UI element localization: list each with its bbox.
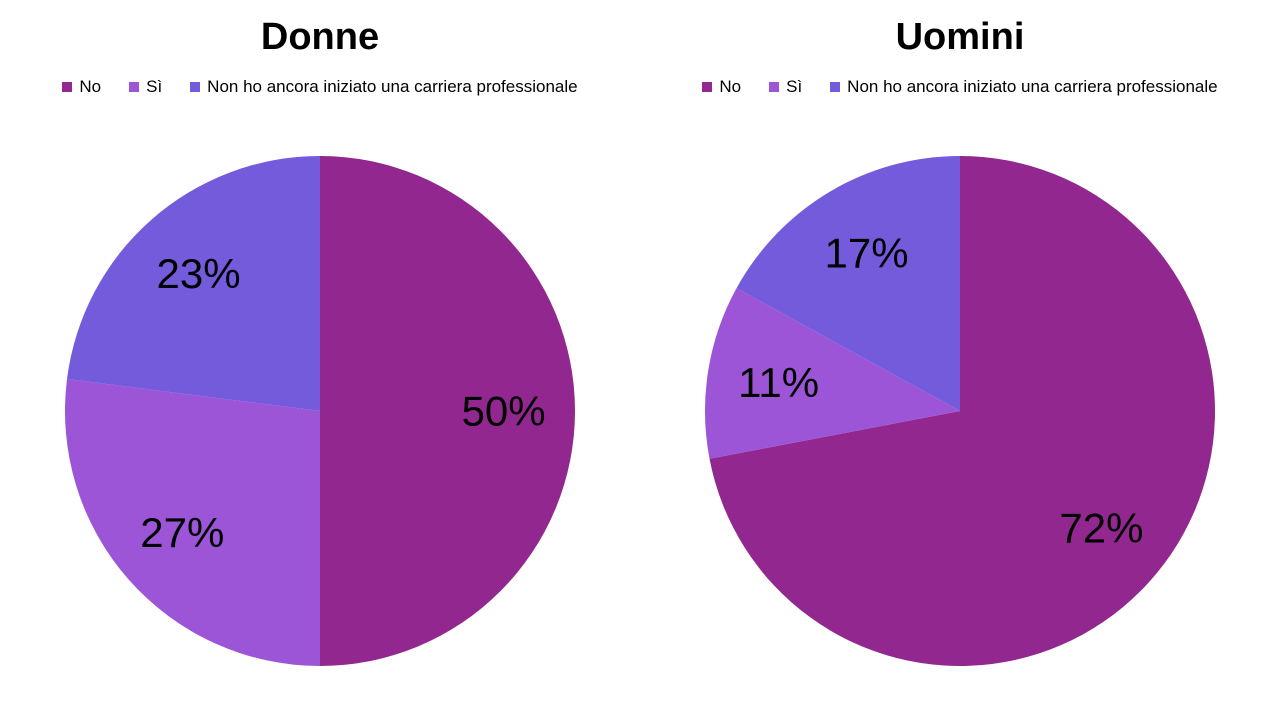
legend-label: Sì xyxy=(786,77,803,96)
chart-legend: No Sì Non ho ancora iniziato una carrier… xyxy=(0,77,640,97)
legend-item-non-ancora: Non ho ancora iniziato una carriera prof… xyxy=(830,77,1218,97)
data-label-non-ancora: 17% xyxy=(825,229,909,276)
pie-chart-uomini: 72% 11% 17% xyxy=(705,156,1215,667)
chart-title: Uomini xyxy=(895,16,1025,58)
pie-slice-non-ancora xyxy=(736,156,960,411)
legend-swatch xyxy=(62,82,73,92)
legend-label: No xyxy=(79,77,102,96)
pie-slice-no xyxy=(709,156,1215,667)
legend-label: Sì xyxy=(146,77,163,96)
legend-swatch xyxy=(190,82,201,92)
data-label-non-ancora: 23% xyxy=(157,250,241,297)
data-label-no: 50% xyxy=(462,388,546,435)
chart-title: Donne xyxy=(260,16,380,58)
legend-swatch xyxy=(769,82,780,92)
chart-donne: Donne No Sì Non ho ancora iniziato una c… xyxy=(0,16,640,666)
legend-item-no: No xyxy=(702,77,741,97)
legend-label: Non ho ancora iniziato una carriera prof… xyxy=(207,77,578,96)
legend-item-si: Sì xyxy=(769,77,802,97)
legend-swatch xyxy=(129,82,140,92)
legend-label: Non ho ancora iniziato una carriera prof… xyxy=(847,77,1218,96)
chart-legend: No Sì Non ho ancora iniziato una carrier… xyxy=(640,77,1280,97)
legend-swatch xyxy=(702,82,713,92)
legend-item-non-ancora: Non ho ancora iniziato una carriera prof… xyxy=(190,77,578,97)
data-label-si: 11% xyxy=(738,359,819,406)
legend-swatch xyxy=(830,82,841,92)
pie-slice-si xyxy=(64,379,320,666)
pie-slice-si xyxy=(705,288,960,459)
data-label-no: 72% xyxy=(1059,505,1143,552)
pie-slice-non-ancora xyxy=(67,156,321,411)
data-label-si: 27% xyxy=(140,509,224,556)
legend-item-no: No xyxy=(62,77,101,97)
legend-label: No xyxy=(719,77,742,96)
pie-slice-no xyxy=(320,156,575,666)
pie-chart-donne: 50% 27% 23% xyxy=(64,156,575,666)
legend-item-si: Sì xyxy=(129,77,162,97)
chart-uomini: Uomini No Sì Non ho ancora iniziato una … xyxy=(640,0,1280,720)
